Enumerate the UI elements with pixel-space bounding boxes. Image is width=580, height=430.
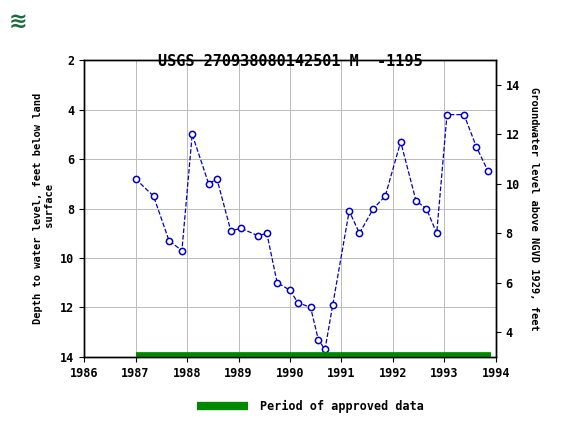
Text: USGS 270938080142501 M  -1195: USGS 270938080142501 M -1195 [158, 54, 422, 69]
FancyBboxPatch shape [6, 4, 81, 41]
Text: ≋: ≋ [9, 12, 27, 32]
Text: Period of approved data: Period of approved data [260, 400, 424, 413]
Y-axis label: Groundwater level above NGVD 1929, feet: Groundwater level above NGVD 1929, feet [530, 87, 539, 330]
Text: USGS: USGS [44, 12, 99, 31]
Y-axis label: Depth to water level, feet below land
 surface: Depth to water level, feet below land su… [33, 93, 55, 324]
